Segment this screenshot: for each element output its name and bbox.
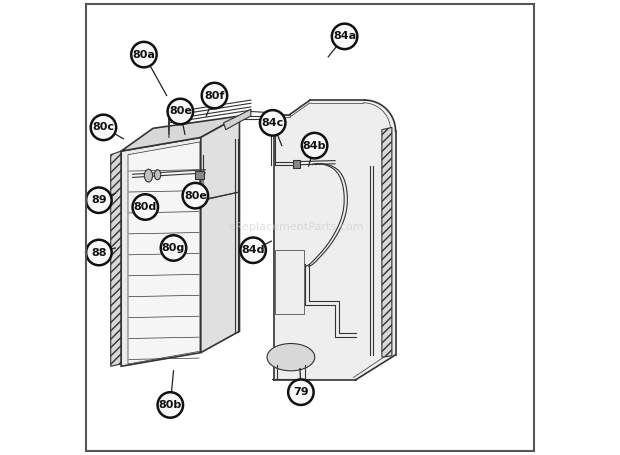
Bar [293, 160, 299, 168]
Circle shape [260, 110, 285, 136]
Text: 79: 79 [293, 387, 309, 397]
Circle shape [288, 379, 314, 405]
Circle shape [302, 133, 327, 158]
Text: 80d: 80d [134, 202, 157, 212]
Polygon shape [224, 109, 251, 130]
Text: 84b: 84b [303, 141, 326, 151]
Text: 88: 88 [91, 248, 107, 258]
Text: 80a: 80a [133, 50, 156, 60]
Ellipse shape [267, 344, 315, 371]
Circle shape [241, 238, 266, 263]
Circle shape [86, 240, 112, 265]
Circle shape [167, 99, 193, 124]
Circle shape [332, 24, 357, 49]
Ellipse shape [154, 170, 161, 180]
Text: 84c: 84c [262, 118, 284, 128]
Polygon shape [273, 100, 396, 380]
Circle shape [183, 183, 208, 208]
Text: eReplacementParts.com: eReplacementParts.com [229, 222, 364, 233]
Text: 84a: 84a [333, 31, 356, 41]
Polygon shape [128, 142, 200, 364]
Circle shape [86, 187, 112, 213]
Polygon shape [111, 151, 121, 366]
Circle shape [161, 235, 186, 261]
Ellipse shape [144, 169, 153, 182]
Circle shape [157, 392, 183, 418]
Text: 80e: 80e [169, 106, 192, 116]
Circle shape [133, 194, 158, 220]
Text: 84d: 84d [241, 245, 265, 255]
Text: 80f: 80f [204, 91, 224, 101]
Text: 80c: 80c [92, 122, 115, 132]
Polygon shape [382, 127, 392, 357]
Text: 80g: 80g [162, 243, 185, 253]
Bar [195, 171, 205, 179]
Polygon shape [121, 137, 201, 366]
Bar [275, 250, 304, 314]
Text: 80e: 80e [184, 191, 207, 201]
Polygon shape [201, 116, 239, 353]
Circle shape [131, 42, 157, 67]
Circle shape [202, 83, 227, 108]
Text: 89: 89 [91, 195, 107, 205]
Polygon shape [121, 116, 239, 151]
Circle shape [91, 115, 116, 140]
Text: 80b: 80b [159, 400, 182, 410]
